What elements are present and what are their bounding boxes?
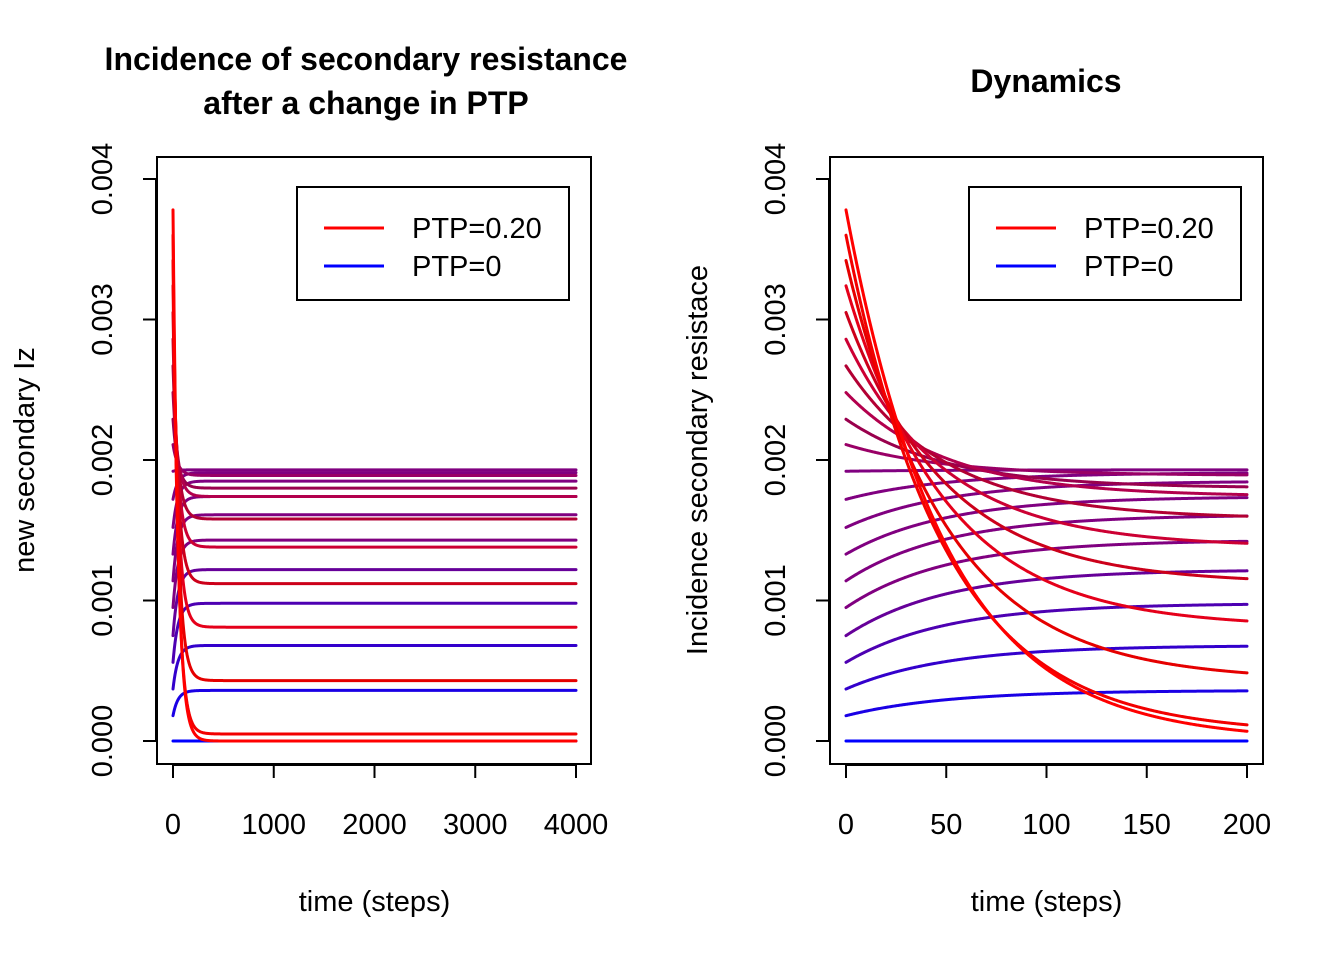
series-line-3 bbox=[171, 643, 578, 691]
series-line-6 bbox=[844, 539, 1249, 610]
chart-title-line-1: Dynamics bbox=[970, 63, 1121, 99]
series-line-9 bbox=[844, 480, 1249, 529]
series-line-12 bbox=[171, 443, 578, 477]
series-group bbox=[844, 208, 1249, 743]
y-tick-label: 0.003 bbox=[87, 283, 119, 356]
x-tick-label: 1000 bbox=[241, 809, 306, 841]
y-tick-label: 0.000 bbox=[87, 705, 119, 778]
series-line-9 bbox=[171, 479, 578, 529]
series-group bbox=[171, 208, 578, 743]
y-tick-label: 0.004 bbox=[87, 143, 119, 216]
legend-label: PTP=0 bbox=[412, 251, 501, 283]
x-tick-label: 0 bbox=[838, 809, 854, 841]
legend: PTP=0.20 PTP=0 bbox=[296, 186, 570, 301]
x-tick-label: 3000 bbox=[443, 809, 508, 841]
x-tick-label: 200 bbox=[1223, 809, 1271, 841]
y-axis-label: Incidence secondary resistace bbox=[682, 265, 714, 655]
legend-label: PTP=0 bbox=[1084, 251, 1173, 283]
panel-left: Incidence of secondary resistance after a… bbox=[9, 41, 627, 918]
series-line-2 bbox=[171, 688, 578, 718]
series-line-2 bbox=[844, 689, 1249, 718]
series-line-8 bbox=[844, 496, 1249, 556]
x-tick-label: 50 bbox=[930, 809, 962, 841]
x-axis-label: time (steps) bbox=[299, 886, 450, 918]
x-tick-label: 0 bbox=[165, 809, 181, 841]
series-line-17 bbox=[844, 310, 1249, 581]
chart-title-line-2: after a change in PTP bbox=[203, 85, 528, 121]
series-line-21 bbox=[844, 208, 1249, 733]
x-tick-label: 100 bbox=[1022, 809, 1070, 841]
series-line-5 bbox=[171, 568, 578, 638]
x-tick-label: 2000 bbox=[342, 809, 407, 841]
series-line-20 bbox=[171, 233, 578, 736]
series-line-20 bbox=[844, 233, 1249, 727]
chart-title-line-1: Incidence of secondary resistance bbox=[105, 41, 628, 77]
panel-right: Dynamics 0 50 100 150 200 time (steps) 0.000 0.0… bbox=[682, 63, 1271, 918]
series-line-18 bbox=[844, 284, 1249, 623]
x-tick-label: 150 bbox=[1123, 809, 1171, 841]
y-tick-label: 0.004 bbox=[760, 143, 792, 216]
legend-label: PTP=0.20 bbox=[412, 213, 542, 245]
series-line-4 bbox=[171, 601, 578, 664]
series-line-12 bbox=[844, 443, 1249, 477]
series-line-4 bbox=[844, 602, 1249, 664]
legend: PTP=0.20 PTP=0 bbox=[968, 186, 1242, 301]
series-line-3 bbox=[844, 644, 1249, 691]
series-line-5 bbox=[844, 569, 1249, 638]
series-line-7 bbox=[844, 514, 1249, 583]
series-line-13 bbox=[171, 417, 578, 490]
series-line-18 bbox=[171, 284, 578, 629]
series-line-10 bbox=[171, 471, 578, 501]
y-tick-label: 0.001 bbox=[760, 564, 792, 637]
series-line-6 bbox=[171, 538, 578, 610]
y-tick-label: 0.002 bbox=[760, 424, 792, 497]
series-line-19 bbox=[171, 258, 578, 683]
series-line-15 bbox=[171, 364, 578, 521]
legend-box bbox=[968, 186, 1242, 301]
series-line-21 bbox=[171, 208, 578, 743]
y-tick-label: 0.002 bbox=[87, 424, 119, 497]
series-line-16 bbox=[844, 337, 1249, 545]
series-line-17 bbox=[171, 310, 578, 586]
series-line-11 bbox=[171, 468, 578, 473]
legend-box bbox=[296, 186, 570, 301]
series-line-7 bbox=[171, 513, 578, 583]
series-line-16 bbox=[171, 337, 578, 549]
y-tick-label: 0.001 bbox=[87, 564, 119, 637]
y-tick-label: 0.003 bbox=[760, 283, 792, 356]
series-line-14 bbox=[171, 391, 578, 499]
x-tick-label: 4000 bbox=[544, 809, 609, 841]
x-axis-label: time (steps) bbox=[971, 886, 1122, 918]
legend-label: PTP=0.20 bbox=[1084, 213, 1214, 245]
y-axis-label: new secondary Iz bbox=[9, 347, 41, 573]
y-tick-label: 0.000 bbox=[760, 705, 792, 778]
